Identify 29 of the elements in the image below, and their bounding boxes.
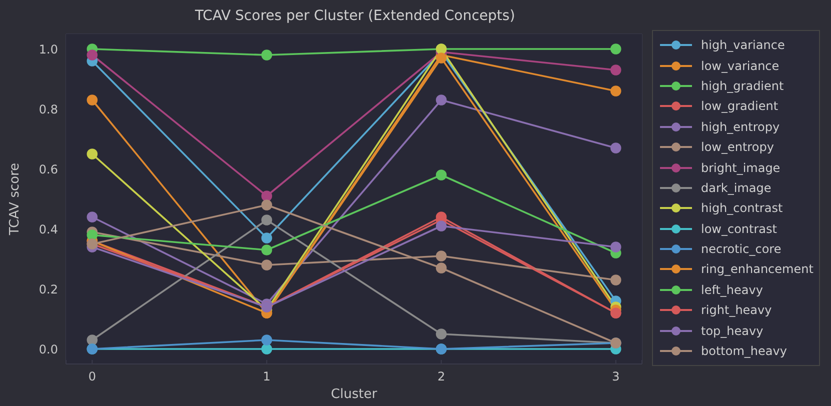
- legend-label: ring_enhancement: [701, 262, 814, 276]
- legend-label: left_heavy: [701, 282, 763, 297]
- legend-label: right_heavy: [701, 303, 772, 318]
- x-axis-title: Cluster: [330, 387, 378, 402]
- legend-label: bottom_heavy: [701, 344, 787, 358]
- x-tick-label: 0: [88, 370, 96, 384]
- y-tick-label: 0.2: [38, 282, 58, 296]
- y-tick-label: 0.6: [38, 162, 58, 176]
- x-tick-label: 2: [437, 370, 446, 384]
- x-tick-label: 1: [262, 370, 271, 384]
- y-tick-label: 0.4: [38, 222, 58, 236]
- legend-label: dark_image: [701, 180, 772, 195]
- legend-label: top_heavy: [701, 324, 764, 338]
- y-tick-label: 0.0: [38, 342, 58, 356]
- y-tick-label: 0.8: [38, 102, 58, 116]
- legend-label: low_contrast: [701, 222, 777, 236]
- x-tick-label: 3: [612, 370, 620, 384]
- legend-label: high_variance: [701, 38, 785, 52]
- legend-label: bright_image: [701, 160, 780, 175]
- legend-label: low_variance: [701, 58, 780, 73]
- y-axis-title: TCAV score: [8, 162, 23, 236]
- legend-label: necrotic_core: [701, 242, 782, 256]
- legend-label: high_contrast: [701, 201, 783, 216]
- legend-label: low_entropy: [701, 140, 774, 154]
- legend-label: high_gradient: [701, 78, 784, 93]
- legend-label: high_entropy: [701, 120, 780, 134]
- legend-label: low_gradient: [701, 99, 778, 114]
- y-tick-label: 1.0: [38, 42, 58, 56]
- chart-title: TCAV Scores per Cluster (Extended Concepts): [194, 8, 516, 24]
